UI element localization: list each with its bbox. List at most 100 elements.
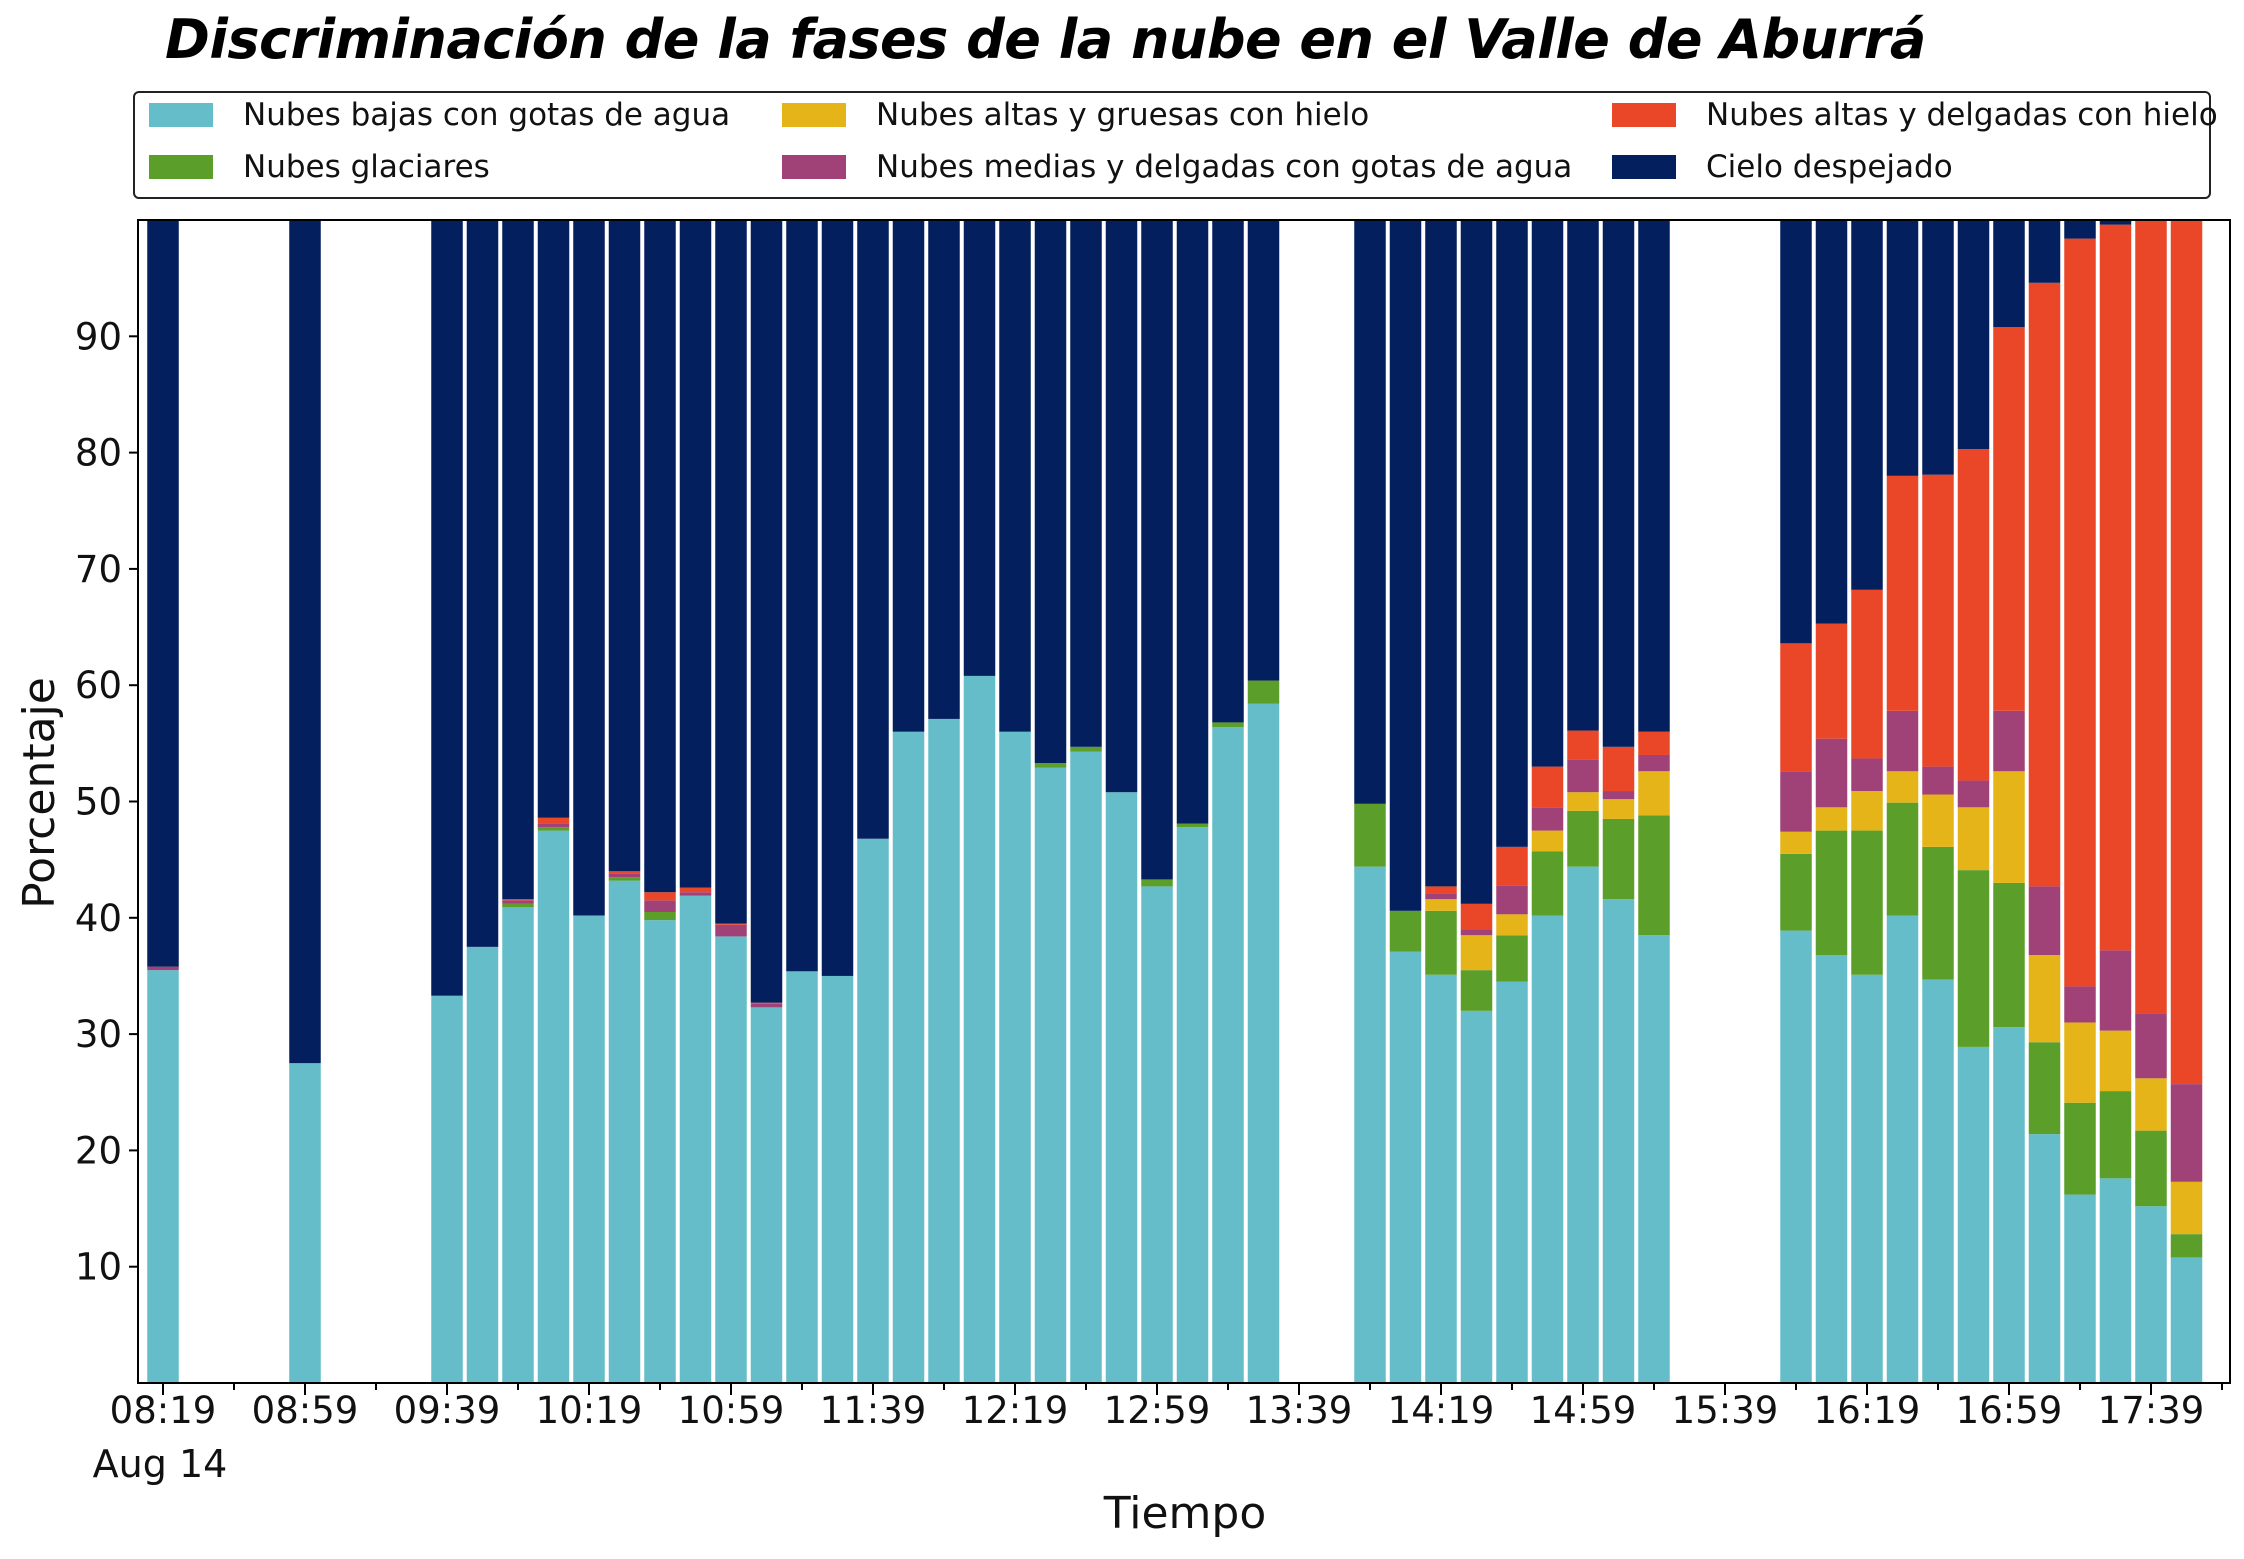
bar-segment-clear-sky xyxy=(786,220,818,972)
bar-segment-mid-thin-water xyxy=(1815,738,1848,808)
bar-segment-low-water xyxy=(1602,899,1635,1383)
bar-segment-high-thin-ice xyxy=(1638,731,1670,755)
bar-segment-clear-sky xyxy=(289,220,321,1064)
bar-segment-low-water xyxy=(608,880,641,1383)
bar-segment-glacial xyxy=(1176,823,1209,828)
bar-segment-low-water xyxy=(963,675,996,1383)
bar-segment-high-thin-ice xyxy=(715,923,747,925)
bar-segment-low-water xyxy=(1141,886,1173,1383)
bar-segment-mid-thin-water xyxy=(2099,950,2132,1031)
bar-segment-mid-thin-water xyxy=(1957,780,1990,808)
y-tick-label: 10 xyxy=(75,1246,122,1289)
bar-segment-high-thick-ice xyxy=(2028,955,2061,1043)
x-tick-label: 15:39 xyxy=(1672,1389,1779,1432)
bar-segment-clear-sky xyxy=(2028,220,2061,283)
bar-segment-high-thin-ice xyxy=(1602,746,1635,792)
bar-segment-glacial xyxy=(1070,746,1102,752)
bar-segment-high-thick-ice xyxy=(1993,771,2025,883)
bar-segment-clear-sky xyxy=(1531,220,1564,767)
bar-segment-low-water xyxy=(928,718,960,1383)
bar-segment-high-thin-ice xyxy=(2028,282,2061,887)
bar-segment-low-water xyxy=(147,970,179,1383)
x-tick-label: 08:59 xyxy=(252,1389,359,1432)
bar-segment-clear-sky xyxy=(573,220,605,916)
x-tick-label: 11:39 xyxy=(820,1389,927,1432)
legend-swatch-glacial xyxy=(149,155,213,179)
bar-segment-glacial xyxy=(1957,870,1990,1047)
bar-segment-clear-sky xyxy=(963,220,996,676)
x-tick-label: 17:39 xyxy=(2098,1389,2205,1432)
bar-segment-high-thick-ice xyxy=(1957,807,1990,871)
bar-segment-clear-sky xyxy=(1212,220,1244,723)
bar-segment-low-water xyxy=(466,946,499,1384)
bar-segment-mid-thin-water xyxy=(1567,759,1599,793)
bar-segment-clear-sky xyxy=(1638,220,1670,732)
bar-segment-clear-sky xyxy=(1993,220,2025,327)
bar-segment-clear-sky xyxy=(1105,220,1138,793)
bar-segment-mid-thin-water xyxy=(502,900,534,904)
bar-segment-low-water xyxy=(1176,827,1209,1383)
bar-segment-clear-sky xyxy=(1425,220,1457,887)
bar-segment-clear-sky xyxy=(1247,220,1280,681)
y-tick-label: 50 xyxy=(75,781,122,824)
bar-segment-high-thin-ice xyxy=(1425,886,1457,894)
bar-segment-low-water xyxy=(573,915,605,1383)
bar-segment-clear-sky xyxy=(1354,220,1386,804)
bar-segment-glacial xyxy=(1496,935,1528,982)
bar-segment-high-thick-ice xyxy=(2135,1078,2167,1131)
x-tick-label: 10:19 xyxy=(536,1389,643,1432)
x-tick-label: 13:39 xyxy=(1246,1389,1353,1432)
bar-segment-clear-sky xyxy=(1176,220,1209,824)
bar-segment-high-thin-ice xyxy=(1567,730,1599,760)
bar-segment-glacial xyxy=(1425,910,1457,975)
x-tick-label: 12:19 xyxy=(962,1389,1069,1432)
bar-segment-low-water xyxy=(1567,866,1599,1383)
bar-segment-glacial xyxy=(1531,851,1564,916)
bar-segment-low-water xyxy=(1531,915,1564,1383)
bar-segment-high-thin-ice xyxy=(2064,238,2096,987)
bars-layer xyxy=(147,220,2203,1384)
bar-segment-glacial xyxy=(1354,803,1386,867)
bar-segment-low-water xyxy=(1496,981,1528,1383)
legend-label-clear-sky: Cielo despejado xyxy=(1706,149,1953,185)
bar-segment-high-thick-ice xyxy=(1638,771,1670,816)
bar-segment-glacial xyxy=(1602,818,1635,900)
y-axis-label: Porcentaje xyxy=(14,677,65,909)
bar-segment-clear-sky xyxy=(431,220,463,996)
y-tick-label: 80 xyxy=(75,432,122,475)
bar-segment-high-thick-ice xyxy=(1851,791,1883,831)
bar-segment-high-thin-ice xyxy=(2135,220,2167,1014)
bar-segment-low-water xyxy=(644,920,676,1383)
bar-segment-glacial xyxy=(2170,1234,2203,1258)
bar-segment-clear-sky xyxy=(750,220,783,1003)
bar-segment-mid-thin-water xyxy=(608,873,641,878)
legend-item-mid-thin-water: Nubes medias y delgadas con gotas de agu… xyxy=(782,149,1572,185)
bar-segment-glacial xyxy=(1247,680,1280,704)
bar-segment-clear-sky xyxy=(1922,220,1954,475)
bar-segment-glacial xyxy=(537,827,570,831)
bar-segment-clear-sky xyxy=(644,220,676,893)
bar-segment-mid-thin-water xyxy=(1780,771,1812,832)
bar-segment-low-water xyxy=(2028,1134,2061,1383)
bar-segment-mid-thin-water xyxy=(1886,710,1919,772)
bar-segment-low-water xyxy=(892,731,925,1383)
bar-segment-low-water xyxy=(1922,979,1954,1383)
y-tick-label: 40 xyxy=(75,897,122,940)
bar-segment-high-thin-ice xyxy=(1815,623,1848,739)
bar-segment-clear-sky xyxy=(2064,220,2096,239)
bar-segment-mid-thin-water xyxy=(1496,885,1528,915)
bar-segment-glacial xyxy=(2099,1091,2132,1179)
y-tick-label: 70 xyxy=(75,548,122,591)
bar-segment-glacial xyxy=(2064,1102,2096,1195)
bar-segment-clear-sky xyxy=(1815,220,1848,624)
bar-segment-high-thin-ice xyxy=(1780,643,1812,772)
bar-segment-glacial xyxy=(1141,879,1173,887)
bar-segment-mid-thin-water xyxy=(2064,986,2096,1023)
y-tick-label: 60 xyxy=(75,664,122,707)
x-tick-date-label: Aug 14 xyxy=(93,1442,228,1486)
bar-segment-high-thick-ice xyxy=(1425,899,1457,911)
bar-segment-high-thin-ice xyxy=(644,892,676,901)
bar-segment-mid-thin-water xyxy=(679,892,712,896)
y-tick-label: 90 xyxy=(75,315,122,358)
